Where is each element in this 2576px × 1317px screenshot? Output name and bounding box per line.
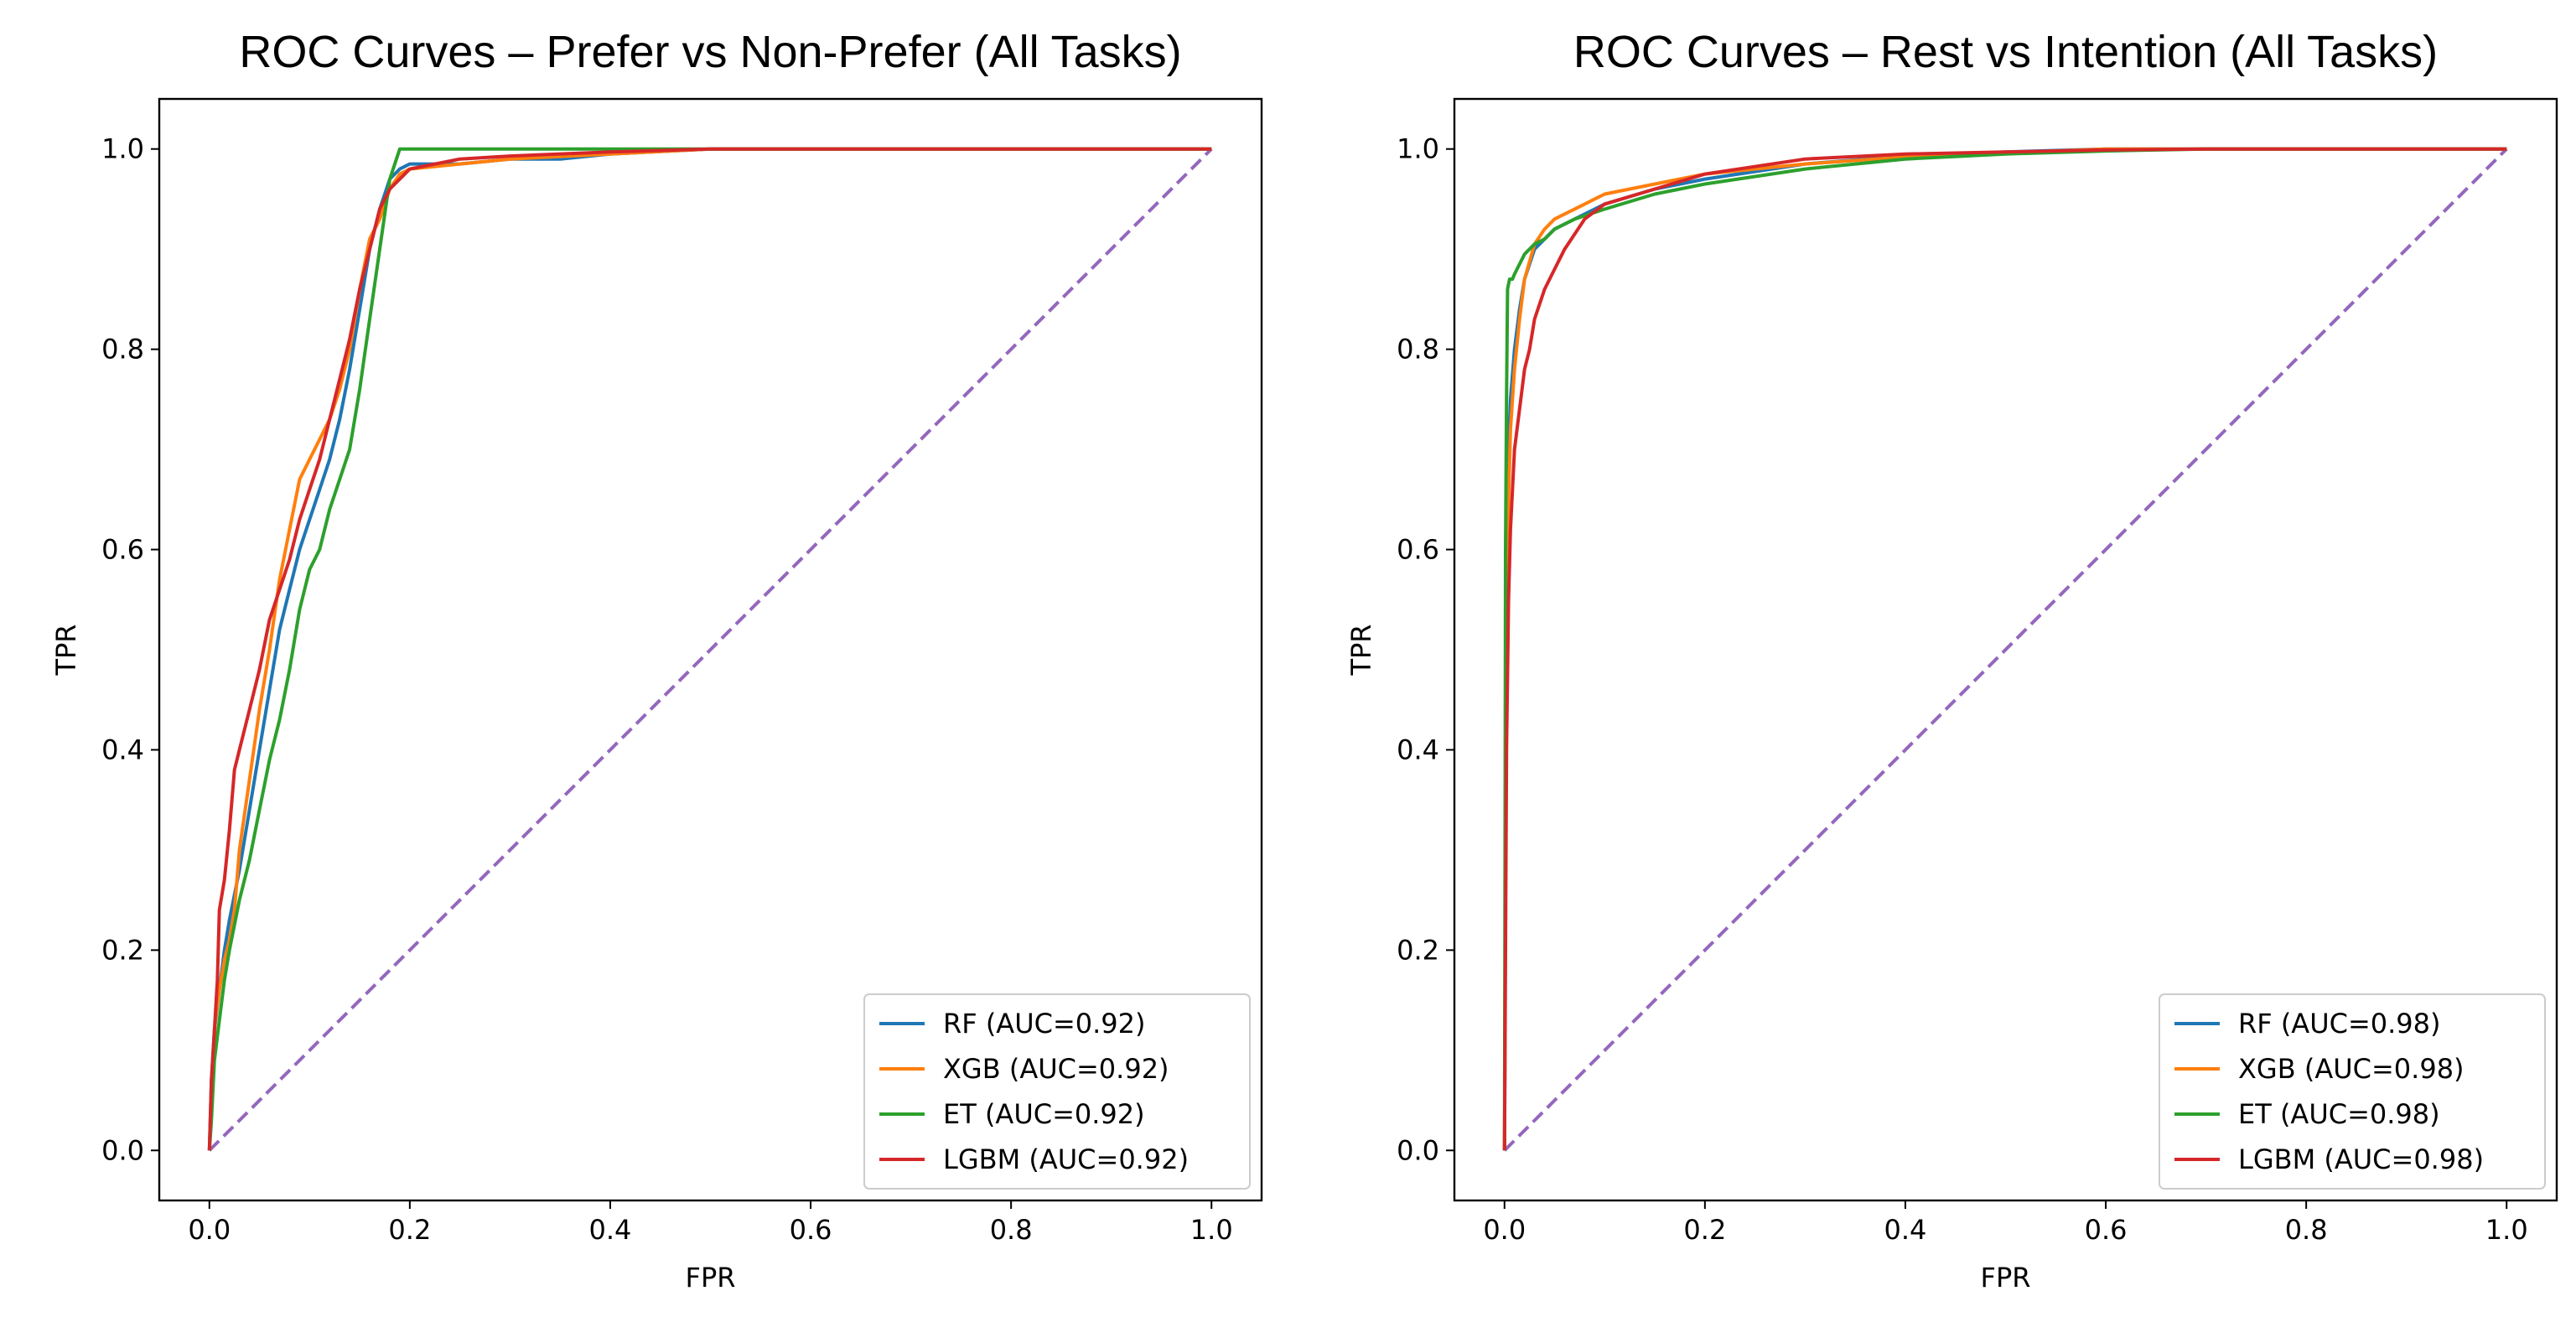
chart-title: ROC Curves – Rest vs Intention (All Task… bbox=[1573, 27, 2438, 77]
chance-diagonal-line bbox=[1503, 148, 2508, 1152]
legend-entry: RF (AUC=0.92) bbox=[943, 1008, 1146, 1040]
x-tick-label: 0.4 bbox=[1884, 1214, 1927, 1246]
roc-curve-lgbm bbox=[207, 147, 1212, 1151]
y-axis-label: TPR bbox=[1345, 624, 1377, 676]
y-tick-label: 0.0 bbox=[1397, 1134, 1439, 1166]
legend-entry: RF (AUC=0.98) bbox=[2238, 1008, 2441, 1040]
x-tick-label: 0.8 bbox=[990, 1214, 1033, 1246]
x-tick-label: 0.8 bbox=[2285, 1214, 2328, 1246]
y-tick-label: 0.2 bbox=[1397, 934, 1439, 966]
chart-title: ROC Curves – Prefer vs Non-Prefer (All T… bbox=[239, 27, 1181, 77]
x-axis-label: FPR bbox=[1981, 1262, 2031, 1294]
plot-area: 0.0 0.2 0.4 0.6 0.8 1.0 0.0 0.2 0.4 0.6 0.8 1.0 bbox=[101, 97, 1263, 1246]
y-tick-label: 0.6 bbox=[1397, 534, 1439, 566]
x-tick-label: 0.0 bbox=[1483, 1214, 1526, 1246]
axes-frame bbox=[1453, 97, 2558, 1202]
x-tick-label: 1.0 bbox=[1190, 1214, 1233, 1246]
y-tick-label: 0.4 bbox=[1397, 734, 1439, 765]
legend-entry: XGB (AUC=0.92) bbox=[943, 1053, 1169, 1085]
y-tick-label: 0.8 bbox=[1397, 334, 1439, 366]
axes-frame bbox=[158, 97, 1263, 1202]
x-axis-label: FPR bbox=[686, 1262, 736, 1294]
legend: RF (AUC=0.92) XGB (AUC=0.92) ET (AUC=0.92)… bbox=[863, 993, 1251, 1190]
y-tick-label: 0.4 bbox=[101, 734, 144, 765]
legend-box bbox=[863, 993, 1251, 1190]
x-tick-label: 0.0 bbox=[188, 1214, 231, 1246]
panel-prefer-vs-nonprefer: ROC Curves – Prefer vs Non-Prefer (All T… bbox=[50, 27, 1263, 1294]
y-tick-label: 1.0 bbox=[101, 133, 144, 165]
legend-entry: XGB (AUC=0.98) bbox=[2238, 1053, 2465, 1085]
chance-diagonal-line bbox=[208, 148, 1213, 1152]
x-tick-label: 1.0 bbox=[2485, 1214, 2528, 1246]
roc-curve-xgb bbox=[207, 147, 1212, 1151]
legend: RF (AUC=0.98) XGB (AUC=0.98) ET (AUC=0.98)… bbox=[2159, 993, 2546, 1190]
legend-entry: ET (AUC=0.92) bbox=[943, 1098, 1145, 1130]
y-tick-label: 0.2 bbox=[101, 934, 144, 966]
legend-entry: LGBM (AUC=0.98) bbox=[2238, 1143, 2484, 1175]
x-tick-label: 0.2 bbox=[1683, 1214, 1726, 1246]
y-tick-label: 0.8 bbox=[101, 334, 144, 366]
x-tick-label: 0.4 bbox=[589, 1214, 632, 1246]
x-tick-label: 0.6 bbox=[2085, 1214, 2128, 1246]
legend-entry: LGBM (AUC=0.92) bbox=[943, 1143, 1189, 1175]
roc-curve-et bbox=[1502, 147, 2507, 1151]
roc-curve-lgbm bbox=[1502, 147, 2507, 1151]
plot-area: 0.0 0.2 0.4 0.6 0.8 1.0 0.0 0.2 0.4 0.6 0.8 1.0 bbox=[1397, 97, 2558, 1246]
y-tick-label: 1.0 bbox=[1397, 133, 1439, 165]
legend-box bbox=[2159, 993, 2546, 1190]
x-tick-label: 0.2 bbox=[388, 1214, 431, 1246]
y-tick-label: 0.6 bbox=[101, 534, 144, 566]
panel-rest-vs-intention: ROC Curves – Rest vs Intention (All Task… bbox=[1345, 27, 2558, 1294]
x-tick-label: 0.6 bbox=[790, 1214, 832, 1246]
y-tick-label: 0.0 bbox=[101, 1134, 144, 1166]
y-axis-label: TPR bbox=[50, 624, 82, 676]
legend-entry: ET (AUC=0.98) bbox=[2238, 1098, 2440, 1130]
